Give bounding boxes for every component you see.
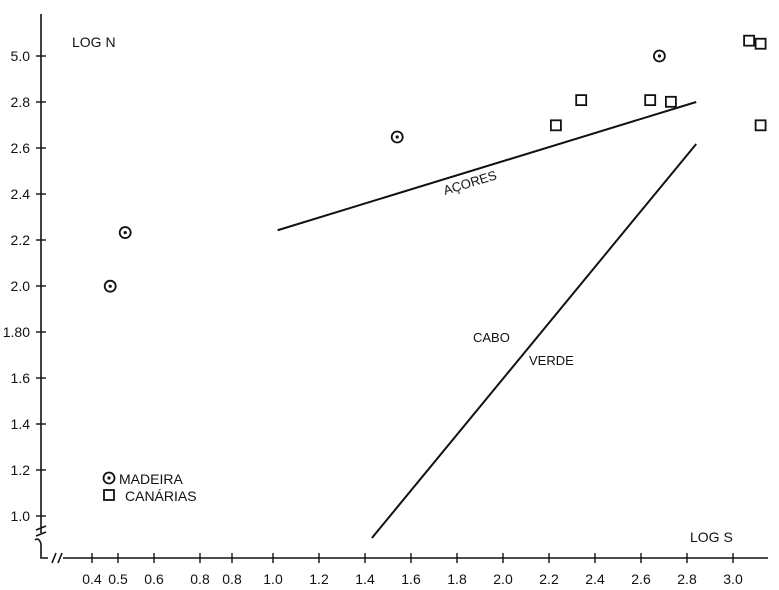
canarias-point xyxy=(754,119,767,132)
x-tick-label: 0.5 xyxy=(108,571,128,587)
legend-canarias-label: CANÁRIAS xyxy=(125,488,197,504)
y-axis-label: LOG N xyxy=(72,34,116,50)
x-tick-label: 2.4 xyxy=(585,571,605,587)
x-tick-label: 1.8 xyxy=(447,571,467,587)
x-tick-label: 2.0 xyxy=(493,571,513,587)
madeira-point xyxy=(653,49,666,63)
x-tick-label: 2.2 xyxy=(539,571,559,587)
madeira-point xyxy=(390,130,404,144)
x-tick-label: 0.4 xyxy=(82,571,102,587)
x-tick-label: 3.0 xyxy=(723,571,743,587)
madeira-point xyxy=(118,226,132,239)
x-tick-label: 2.6 xyxy=(631,571,651,587)
y-tick-label: 2.2 xyxy=(11,232,31,248)
y-tick-label: 1.2 xyxy=(11,462,31,478)
x-axis-label: LOG S xyxy=(690,529,733,545)
x-tick-label: 1.2 xyxy=(309,571,329,587)
y-axis-ticks: 5.0 2.8 2.6 2.4 2.2 2.0 1.80 1.6 1.4 1.2 1.0 xyxy=(3,48,46,524)
canarias-point xyxy=(644,94,657,107)
x-tick-label: 1.6 xyxy=(401,571,421,587)
cabo-verde-label-bottom: VERDE xyxy=(529,353,574,368)
x-tick-label: 0.6 xyxy=(144,571,164,587)
x-tick-label: 0.8 xyxy=(222,571,242,587)
legend: MADEIRA CANÁRIAS xyxy=(102,471,197,504)
y-tick-label: 1.0 xyxy=(11,508,31,524)
y-tick-label: 1.80 xyxy=(3,324,30,340)
canarias-point xyxy=(575,94,588,107)
y-tick-label: 2.8 xyxy=(11,94,31,110)
madeira-point xyxy=(103,279,117,293)
canarias-point xyxy=(550,119,562,132)
y-tick-label: 2.6 xyxy=(11,140,31,156)
x-tick-label: 0.8 xyxy=(190,571,210,587)
cabo-verde-label-top: CABO xyxy=(473,330,510,345)
axis-break-corner xyxy=(34,538,48,559)
acores-line xyxy=(277,101,697,232)
y-axis-break-mark xyxy=(35,525,47,537)
cabo-verde-line xyxy=(371,143,697,539)
x-tick-label: 1.0 xyxy=(263,571,283,587)
y-tick-label: 2.0 xyxy=(11,278,31,294)
y-tick-label: 5.0 xyxy=(11,48,31,64)
x-axis-break-mark xyxy=(51,552,63,564)
y-tick-label: 2.4 xyxy=(11,186,31,202)
legend-madeira-marker xyxy=(102,471,116,485)
x-axis-ticks: 0.4 0.5 0.6 0.8 0.8 1.0 1.2 1.4 1.6 1.8 2.0 2.2 2.4 2… xyxy=(82,553,743,587)
legend-madeira-label: MADEIRA xyxy=(119,471,183,487)
legend-canarias-marker xyxy=(103,489,115,501)
data-points xyxy=(103,34,767,293)
canarias-point xyxy=(754,37,767,50)
y-tick-label: 1.4 xyxy=(11,416,31,432)
x-tick-label: 1.4 xyxy=(355,571,375,587)
y-tick-label: 1.6 xyxy=(11,370,31,386)
canarias-point xyxy=(743,34,755,47)
canarias-point xyxy=(665,95,677,108)
x-tick-label: 2.8 xyxy=(677,571,697,587)
